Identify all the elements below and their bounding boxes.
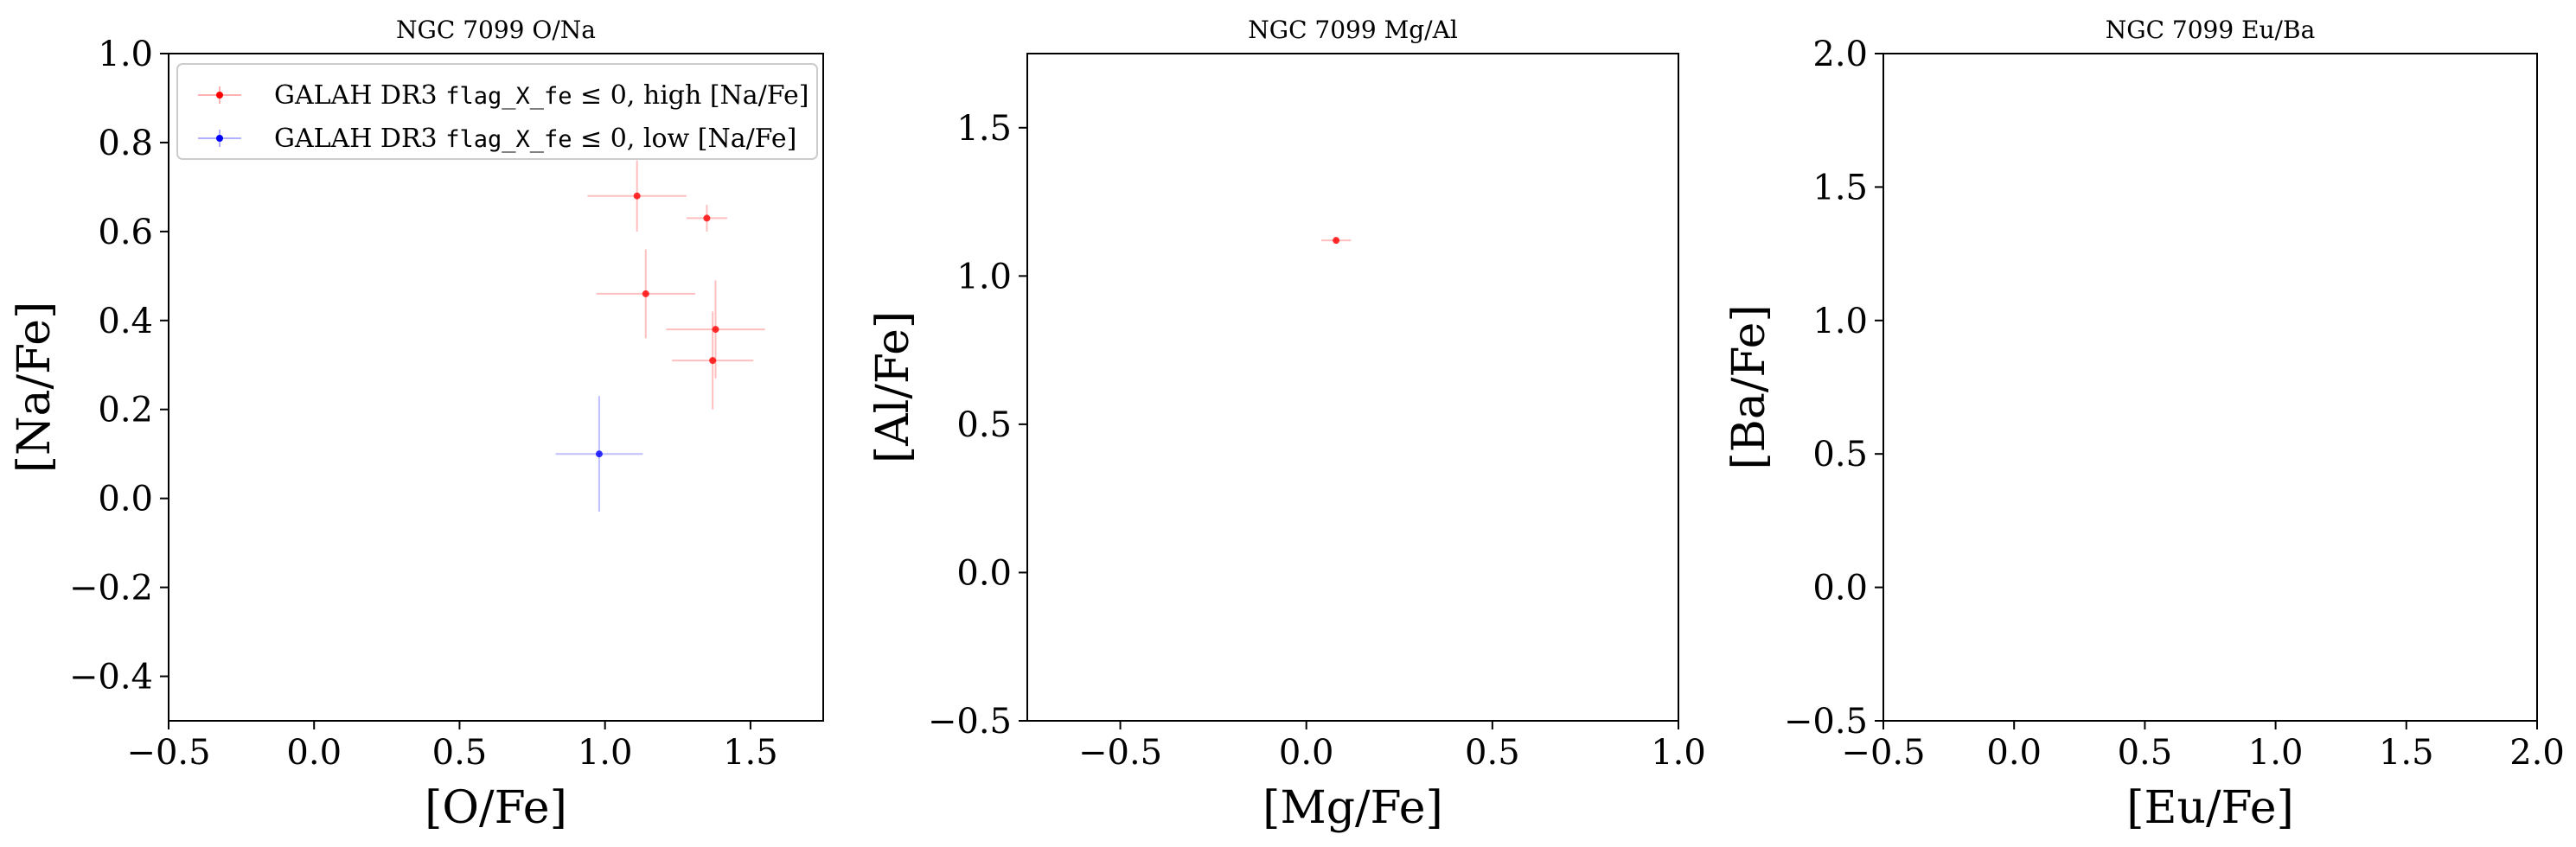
x-tick-label: −0.5: [1841, 733, 1925, 773]
panel-eu-ba: NGC 7099 Eu/Ba [Eu/Fe] [Ba/Fe] −0.5 0.0 0.…: [1723, 16, 2565, 834]
x-tick-label: 1.5: [2379, 733, 2434, 773]
plot-frame: [1026, 53, 1679, 722]
panel-title: NGC 7099 O/Na: [396, 16, 596, 44]
y-tick-label: 1.5: [956, 109, 1012, 149]
legend: GALAH DR3 flag_X_fe ≤ 0, high [Na/Fe] GAL…: [176, 63, 818, 160]
legend-label: GALAH DR3 flag_X_fe ≤ 0, high [Na/Fe]: [274, 80, 809, 111]
panel-o-na: NGC 7099 O/Na [O/Fe] [Na/Fe] −0.5 0.0 0.5 1…: [9, 16, 824, 834]
x-axis-label: [Eu/Fe]: [2126, 782, 2294, 834]
y-axis-label: [Na/Fe]: [9, 302, 61, 474]
x-tick-label: 0.5: [2118, 733, 2173, 773]
x-axis-label: [Mg/Fe]: [1262, 782, 1443, 834]
y-tick-label: −0.4: [69, 658, 153, 697]
legend-box: [176, 63, 818, 160]
data-point: [1333, 237, 1340, 245]
x-tick-label: 1.0: [1651, 733, 1706, 773]
y-tick-label: 0.4: [98, 302, 153, 341]
y-tick-label: −0.5: [1784, 702, 1868, 742]
data-point: [709, 357, 717, 365]
x-axis-label: [O/Fe]: [425, 782, 567, 834]
y-tick-label: −0.5: [928, 702, 1012, 742]
data-point: [703, 214, 711, 222]
legend-marker: [216, 135, 223, 142]
y-tick-label: 1.0: [1812, 302, 1868, 341]
y-tick-label: 0.2: [98, 391, 153, 430]
panel-title: NGC 7099 Mg/Al: [1248, 16, 1458, 44]
x-tick-label: −0.5: [126, 733, 210, 773]
plot-frame: [1882, 53, 2538, 722]
y-tick-label: 0.5: [1812, 435, 1868, 474]
legend-marker: [216, 92, 223, 99]
data-point: [633, 192, 641, 200]
y-tick-label: 0.0: [1812, 569, 1868, 608]
x-tick-label: 1.5: [723, 733, 778, 773]
y-tick-label: 0.6: [98, 213, 153, 252]
y-axis-label: [Al/Fe]: [867, 311, 919, 463]
plot-frame: [168, 53, 824, 722]
panel-title: NGC 7099 Eu/Ba: [2106, 16, 2316, 44]
y-tick-label: 1.0: [956, 257, 1012, 296]
x-tick-label: 1.0: [2248, 733, 2304, 773]
legend-label: GALAH DR3 flag_X_fe ≤ 0, low [Na/Fe]: [274, 124, 796, 154]
data-point: [595, 450, 603, 458]
y-tick-label: 2.0: [1812, 35, 1868, 74]
y-tick-label: 0.8: [98, 124, 153, 163]
x-tick-label: 0.5: [1465, 733, 1520, 773]
x-tick-label: 0.0: [1279, 733, 1334, 773]
y-tick-label: 0.0: [98, 480, 153, 519]
x-tick-label: 2.0: [2509, 733, 2565, 773]
y-tick-label: −0.2: [69, 569, 153, 608]
y-tick-label: 1.0: [98, 35, 153, 74]
y-axis-label: [Ba/Fe]: [1723, 304, 1775, 469]
panel-mg-al: NGC 7099 Mg/Al [Mg/Fe] [Al/Fe] −0.5 0.0 0.…: [867, 16, 1706, 834]
y-tick-label: 0.5: [956, 405, 1012, 445]
x-tick-label: 0.0: [1986, 733, 2042, 773]
data-point: [642, 290, 649, 297]
data-point: [712, 326, 719, 334]
y-tick-label: 0.0: [956, 553, 1012, 593]
x-tick-label: 0.0: [286, 733, 342, 773]
x-tick-label: −0.5: [1078, 733, 1162, 773]
x-tick-label: 1.0: [578, 733, 633, 773]
x-tick-label: 0.5: [432, 733, 488, 773]
y-tick-label: 1.5: [1812, 168, 1868, 207]
